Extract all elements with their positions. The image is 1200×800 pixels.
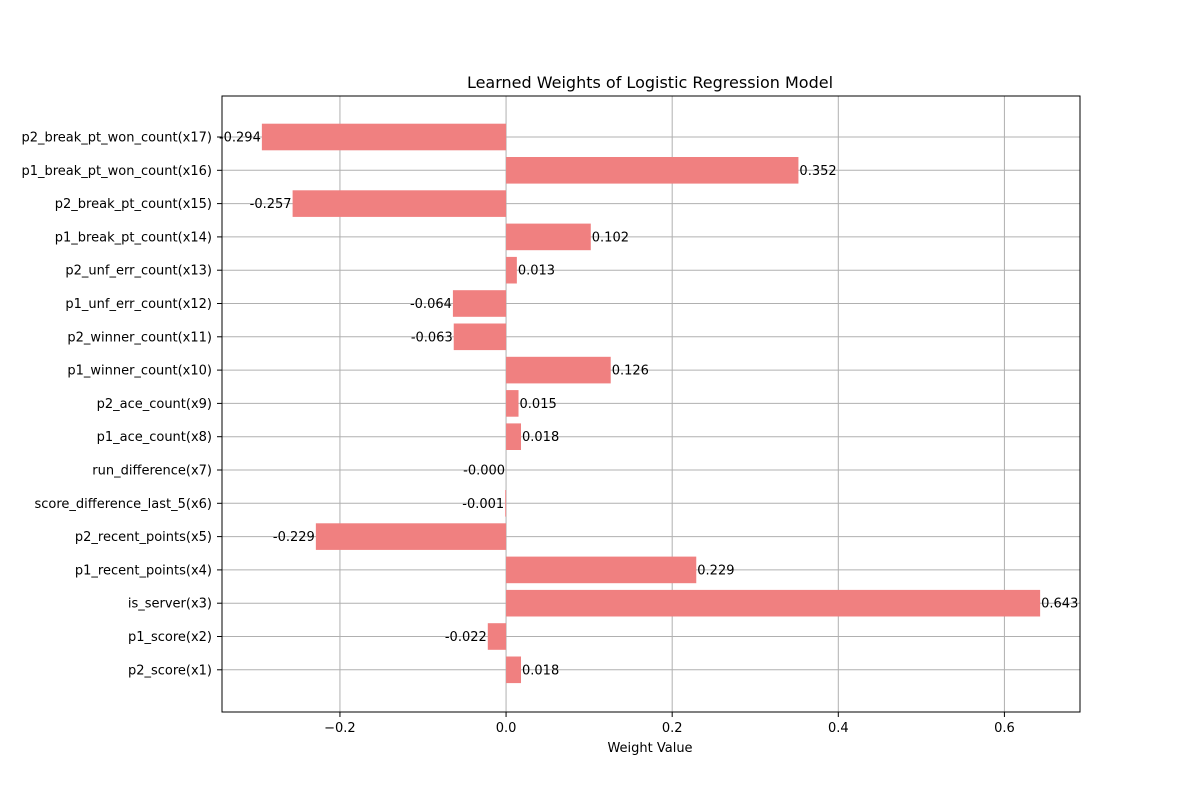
bar-value-label: 0.015 <box>520 397 557 412</box>
bar <box>506 256 517 284</box>
y-tick-label: is_server(x3) <box>128 597 212 612</box>
x-axis-label: Weight Value <box>607 741 692 756</box>
y-tick-label: p2_winner_count(x11) <box>67 330 212 345</box>
y-tick-label: p1_break_pt_count(x14) <box>55 230 212 245</box>
x-tick-label: 0.0 <box>496 721 517 736</box>
label-layer: 0.018 -0.022 0.643 0.229 -0.229 -0.001 -0.000 0… <box>219 131 1078 679</box>
bar-value-label: 0.018 <box>522 430 559 445</box>
bar-value-label: 0.018 <box>522 663 559 678</box>
bar <box>315 523 507 550</box>
y-tick-label: score_difference_last_5(x6) <box>34 497 212 512</box>
bar <box>506 157 799 184</box>
bar <box>505 490 507 517</box>
x-tick-label: −0.2 <box>324 721 356 736</box>
grid-layer <box>222 96 1080 712</box>
y-tick-label: p2_recent_points(x5) <box>75 530 212 545</box>
bar-value-label: 0.013 <box>518 264 555 279</box>
y-tick-label: p1_break_pt_won_count(x16) <box>21 164 212 179</box>
y-tick-label: p1_recent_points(x4) <box>75 563 212 578</box>
plot-frame <box>221 95 1081 713</box>
bar-value-label: -0.000 <box>463 464 505 479</box>
bar <box>453 323 507 351</box>
bar-value-label: 0.352 <box>799 164 836 179</box>
bar <box>452 290 507 317</box>
bar-value-label: -0.063 <box>411 330 453 345</box>
chart-title: Learned Weights of Logistic Regression M… <box>467 73 833 92</box>
bar-value-label: 0.126 <box>612 364 649 379</box>
bar-value-label: -0.257 <box>250 197 292 212</box>
bar-value-label: 0.102 <box>592 230 629 245</box>
x-tick-label: 0.6 <box>994 721 1015 736</box>
y-tick-label: p1_ace_count(x8) <box>97 430 212 445</box>
bar-value-label: -0.064 <box>410 297 452 312</box>
bar-value-label: -0.001 <box>462 497 504 512</box>
y-tick-label: p1_score(x2) <box>128 630 212 645</box>
y-tick-label: p2_score(x1) <box>128 663 212 678</box>
bar-value-label: 0.229 <box>697 563 734 578</box>
bar <box>506 423 522 450</box>
bar-value-label: -0.022 <box>445 630 487 645</box>
y-tick-label: p1_winner_count(x10) <box>67 364 212 379</box>
bar <box>506 390 519 417</box>
y-tick-label: p2_ace_count(x9) <box>97 397 212 412</box>
x-tick-label: 0.4 <box>828 721 849 736</box>
y-tick-label: p1_unf_err_count(x12) <box>65 297 212 312</box>
bar <box>506 656 522 684</box>
bar-value-label: 0.643 <box>1041 597 1078 612</box>
bar <box>506 556 697 584</box>
y-tick-label: p2_unf_err_count(x13) <box>65 264 212 279</box>
bar <box>261 123 507 151</box>
bar <box>506 356 611 384</box>
bar-value-label: -0.229 <box>273 530 315 545</box>
y-tick-label: run_difference(x7) <box>92 464 212 479</box>
bar-value-label: -0.294 <box>219 131 261 146</box>
y-tick-label: p2_break_pt_count(x15) <box>55 197 212 212</box>
bar <box>506 589 1041 617</box>
x-tick-label: 0.2 <box>662 721 683 736</box>
bar <box>506 223 591 251</box>
bar <box>487 623 507 650</box>
bar <box>292 190 507 217</box>
y-tick-label: p2_break_pt_won_count(x17) <box>21 131 212 146</box>
bar-layer <box>261 123 1041 684</box>
tick-layer: −0.2 0.0 0.2 0.4 0.6 p2_score(x1) p1_score(x2)… <box>21 131 1014 737</box>
